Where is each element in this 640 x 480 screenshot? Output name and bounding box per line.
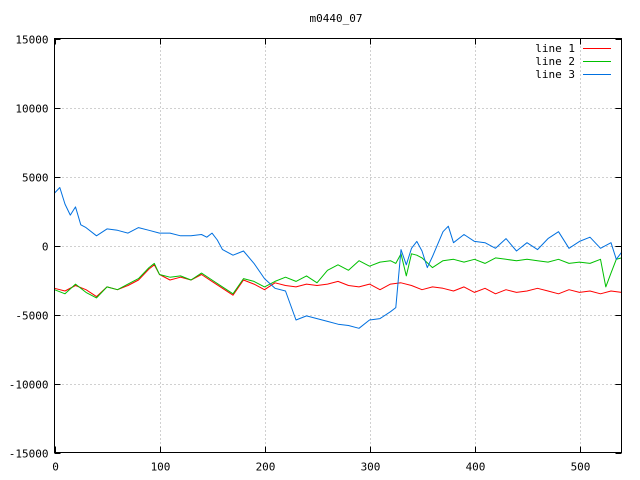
x-tick-label: 300 — [361, 461, 381, 474]
y-tick-label: -15000 — [9, 448, 49, 461]
chart-title: m0440_07 — [310, 12, 363, 25]
x-tick-label: 200 — [256, 461, 276, 474]
y-tick-label: 5000 — [22, 172, 49, 185]
plot-frame — [54, 38, 622, 453]
y-tick-label: 15000 — [15, 34, 48, 47]
y-tick-label: -5000 — [15, 310, 48, 323]
series-line-1 — [54, 264, 622, 298]
series-line-2 — [54, 253, 622, 299]
x-tick-label: 100 — [151, 461, 171, 474]
series-line-3 — [54, 187, 622, 329]
x-tick-label: 0 — [52, 461, 59, 474]
x-tick-label: 400 — [466, 461, 486, 474]
legend-label-2: line 2 — [535, 55, 575, 68]
y-tick-label: 0 — [42, 241, 49, 254]
legend-label-1: line 1 — [535, 42, 575, 55]
grid — [54, 38, 622, 453]
y-tick-label: -10000 — [9, 379, 49, 392]
axis-ticks: -15000 -10000 -5000 0 5000 10000 15000 0 100 200 3… — [9, 34, 622, 474]
x-tick-label: 500 — [571, 461, 591, 474]
legend-label-3: line 3 — [535, 68, 575, 81]
y-tick-label: 10000 — [15, 103, 48, 116]
series-group — [54, 187, 622, 329]
